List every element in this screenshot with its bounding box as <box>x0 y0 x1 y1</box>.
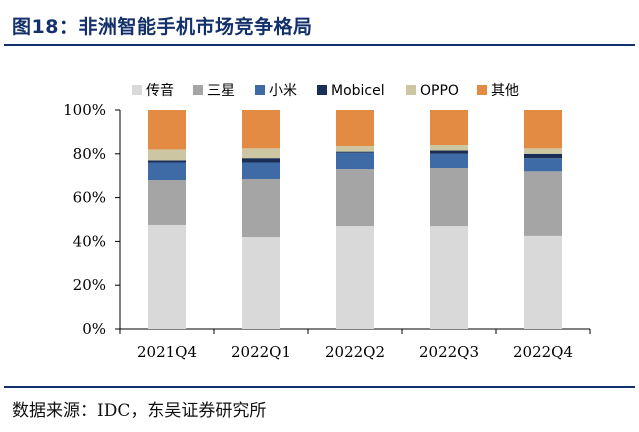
x-tick-label: 2022Q1 <box>231 343 291 361</box>
legend-label: Mobicel <box>331 83 385 99</box>
legend-item: OPPO <box>406 83 459 99</box>
bar-segment <box>524 235 562 329</box>
bar-segment <box>242 162 280 179</box>
bar-segment <box>524 171 562 236</box>
bar-segment <box>336 110 374 147</box>
legend-item: 小米 <box>255 83 297 99</box>
legend-swatch <box>132 85 142 95</box>
bar-segment <box>524 110 562 149</box>
y-tick-label: 100% <box>63 101 106 119</box>
figure-title: 图18：非洲智能手机市场竞争格局 <box>12 16 313 38</box>
bar-segment <box>242 158 280 163</box>
legend-swatch <box>406 85 416 95</box>
source-note: 数据来源：IDC，东吴证券研究所 <box>12 401 267 421</box>
legend-label: 其他 <box>491 83 519 99</box>
legend-item: 其他 <box>477 83 519 99</box>
bar-segment <box>148 224 186 329</box>
bar-segment <box>148 149 186 161</box>
legend-label: 三星 <box>207 83 235 99</box>
bar-segment <box>430 226 468 329</box>
x-tick-label: 2021Q4 <box>137 343 197 361</box>
bar-segment <box>524 158 562 172</box>
x-tick-label: 2022Q3 <box>419 343 479 361</box>
legend-item: 三星 <box>193 83 235 99</box>
bar-segment <box>148 110 186 150</box>
bar-segment <box>336 146 374 152</box>
x-tick-label: 2022Q4 <box>513 343 573 361</box>
footer-divider <box>4 386 635 388</box>
bar-segment <box>242 148 280 159</box>
legend-swatch <box>193 85 203 95</box>
bar-segment <box>430 150 468 154</box>
bar-segment <box>242 178 280 238</box>
legend-swatch <box>317 85 327 95</box>
bar-segment <box>430 153 468 169</box>
y-tick-label: 20% <box>73 276 106 294</box>
legend-item: 传音 <box>132 82 174 99</box>
figure-header: 图18：非洲智能手机市场竞争格局 <box>4 0 635 46</box>
bar-segment <box>336 151 374 153</box>
y-tick-label: 60% <box>73 189 106 207</box>
title-divider <box>4 44 635 46</box>
x-tick-label: 2022Q2 <box>325 343 385 361</box>
bar-segment <box>148 180 186 225</box>
legend-swatch <box>477 85 487 95</box>
legend-label: OPPO <box>420 83 459 99</box>
bar-segment <box>336 152 374 170</box>
y-tick-label: 0% <box>82 320 106 338</box>
legend-item: Mobicel <box>317 83 385 99</box>
y-tick-label: 40% <box>73 232 106 250</box>
bar-segment <box>524 153 562 159</box>
legend-label: 小米 <box>269 83 297 99</box>
bar-segment <box>148 162 186 181</box>
y-tick-label: 80% <box>73 145 106 163</box>
legend-label: 传音 <box>146 82 174 99</box>
bar-segment <box>242 110 280 149</box>
bar-segment <box>242 237 280 329</box>
bar-segment <box>430 168 468 227</box>
bar-segment <box>148 160 186 163</box>
bar-segment <box>336 169 374 227</box>
bar-segment <box>430 145 468 151</box>
bar-segment <box>524 148 562 154</box>
legend-swatch <box>255 85 265 95</box>
bar-segment <box>336 226 374 329</box>
bar-segment <box>430 110 468 146</box>
